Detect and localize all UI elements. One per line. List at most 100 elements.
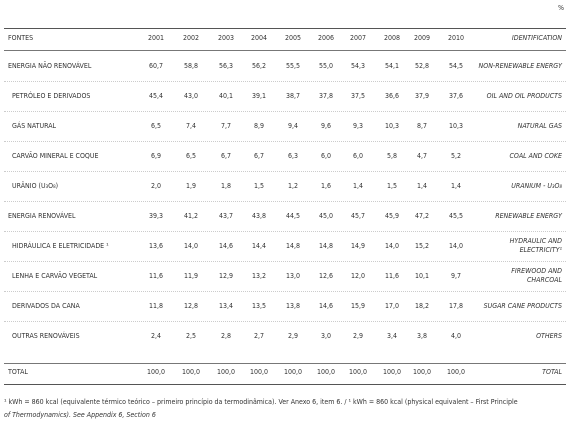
cell: 37,8 — [318, 92, 334, 100]
row-identification: OIL AND OIL PRODUCTS — [486, 92, 562, 100]
cell: 44,5 — [285, 212, 301, 220]
row-rule — [4, 291, 566, 292]
cell: 54,5 — [448, 62, 464, 70]
cell: 37,6 — [448, 92, 464, 100]
row-identification: OTHERS — [536, 332, 562, 340]
rule — [4, 384, 566, 385]
cell: 13,0 — [285, 272, 301, 280]
row-identification: NON-RENEWABLE ENERGY — [478, 62, 562, 70]
cell: 40,1 — [218, 92, 234, 100]
cell: 5,2 — [450, 152, 461, 160]
cell: 10,3 — [448, 122, 464, 130]
cell: 1,9 — [185, 182, 196, 190]
cell: 8,9 — [253, 122, 264, 130]
cell: 13,2 — [251, 272, 267, 280]
row-identification: NATURAL GAS — [517, 122, 562, 130]
cell: 11,6 — [148, 272, 164, 280]
cell: 45,7 — [350, 212, 366, 220]
header-cell: 2005 — [284, 34, 302, 42]
cell: 14,6 — [218, 242, 234, 250]
cell: 2,9 — [287, 332, 298, 340]
cell: 54,1 — [384, 62, 400, 70]
cell: 43,0 — [183, 92, 199, 100]
cell: 37,5 — [350, 92, 366, 100]
row-label: OUTRAS RENOVÁVEIS — [12, 332, 80, 340]
row-identification: URANIUM - U₃O₈ — [511, 182, 562, 190]
cell: 2,5 — [185, 332, 196, 340]
cell: 4,0 — [450, 332, 461, 340]
cell: 14,8 — [318, 242, 334, 250]
footnote: ¹ kWh = 860 kcal (equivalente térmico te… — [4, 398, 518, 406]
cell: 7,7 — [220, 122, 231, 130]
cell: 14,6 — [318, 302, 334, 310]
row-label: ENERGIA NÃO RENOVÁVEL — [8, 62, 92, 70]
cell: 6,5 — [150, 122, 161, 130]
cell: 56,3 — [218, 62, 234, 70]
row-label: ENERGIA RENOVÁVEL — [8, 212, 76, 220]
cell: 39,1 — [251, 92, 267, 100]
row-rule — [4, 171, 566, 172]
row-identification: COAL AND COKE — [509, 152, 563, 160]
row-label: URÂNIO (U₃O₈) — [12, 182, 59, 190]
cell: 2,8 — [220, 332, 231, 340]
cell: 10,3 — [384, 122, 400, 130]
header-cell: 2001 — [147, 34, 165, 42]
row-label: TOTAL — [8, 368, 28, 376]
cell: 11,8 — [148, 302, 164, 310]
cell: 9,3 — [352, 122, 363, 130]
row-label: DERIVADOS DA CANA — [12, 302, 80, 310]
cell: 38,7 — [285, 92, 301, 100]
header-cell: 2010 — [447, 34, 465, 42]
rule — [4, 28, 566, 29]
cell: 60,7 — [148, 62, 164, 70]
cell: 11,9 — [183, 272, 199, 280]
row-rule — [4, 201, 566, 202]
cell: 8,7 — [416, 122, 427, 130]
header-cell: 2008 — [383, 34, 401, 42]
header-cell: 2004 — [250, 34, 268, 42]
header-cell: FONTES — [8, 34, 34, 42]
row-label: PETRÓLEO E DERIVADOS — [12, 92, 91, 100]
cell: 6,5 — [185, 152, 196, 160]
cell: 6,0 — [352, 152, 363, 160]
cell: 1,5 — [253, 182, 264, 190]
cell: 45,9 — [384, 212, 400, 220]
row-label: HIDRÁULICA E ELETRICIDADE ¹ — [12, 242, 109, 250]
cell: 47,2 — [414, 212, 430, 220]
cell: 52,8 — [414, 62, 430, 70]
row-rule — [4, 81, 566, 82]
cell: 6,0 — [320, 152, 331, 160]
header-cell: 2009 — [413, 34, 431, 42]
cell: 45,4 — [148, 92, 164, 100]
cell: 2,4 — [150, 332, 161, 340]
cell: 12,6 — [318, 272, 334, 280]
cell: 1,4 — [416, 182, 427, 190]
header-cell: 2003 — [217, 34, 235, 42]
cell: 9,4 — [287, 122, 298, 130]
cell: 14,9 — [350, 242, 366, 250]
row-rule — [4, 261, 566, 262]
row-rule — [4, 231, 566, 232]
cell: 100,0 — [382, 368, 402, 376]
cell: 3,8 — [416, 332, 427, 340]
cell: 100,0 — [316, 368, 336, 376]
header-cell: 2006 — [317, 34, 335, 42]
cell: 13,6 — [148, 242, 164, 250]
cell: 1,8 — [220, 182, 231, 190]
cell: 9,7 — [450, 272, 461, 280]
row-identification: HYDRAULIC AND ELECTRICITY¹ — [509, 237, 562, 254]
cell: 14,8 — [285, 242, 301, 250]
row-rule — [4, 111, 566, 112]
cell: 1,4 — [450, 182, 461, 190]
cell: 45,5 — [448, 212, 464, 220]
cell: 13,8 — [285, 302, 301, 310]
cell: 9,6 — [320, 122, 331, 130]
cell: 2,7 — [253, 332, 264, 340]
cell: 41,2 — [183, 212, 199, 220]
cell: 100,0 — [283, 368, 303, 376]
cell: 56,2 — [251, 62, 267, 70]
cell: 39,3 — [148, 212, 164, 220]
cell: 14,0 — [183, 242, 199, 250]
cell: 17,8 — [448, 302, 464, 310]
cell: 3,4 — [386, 332, 397, 340]
